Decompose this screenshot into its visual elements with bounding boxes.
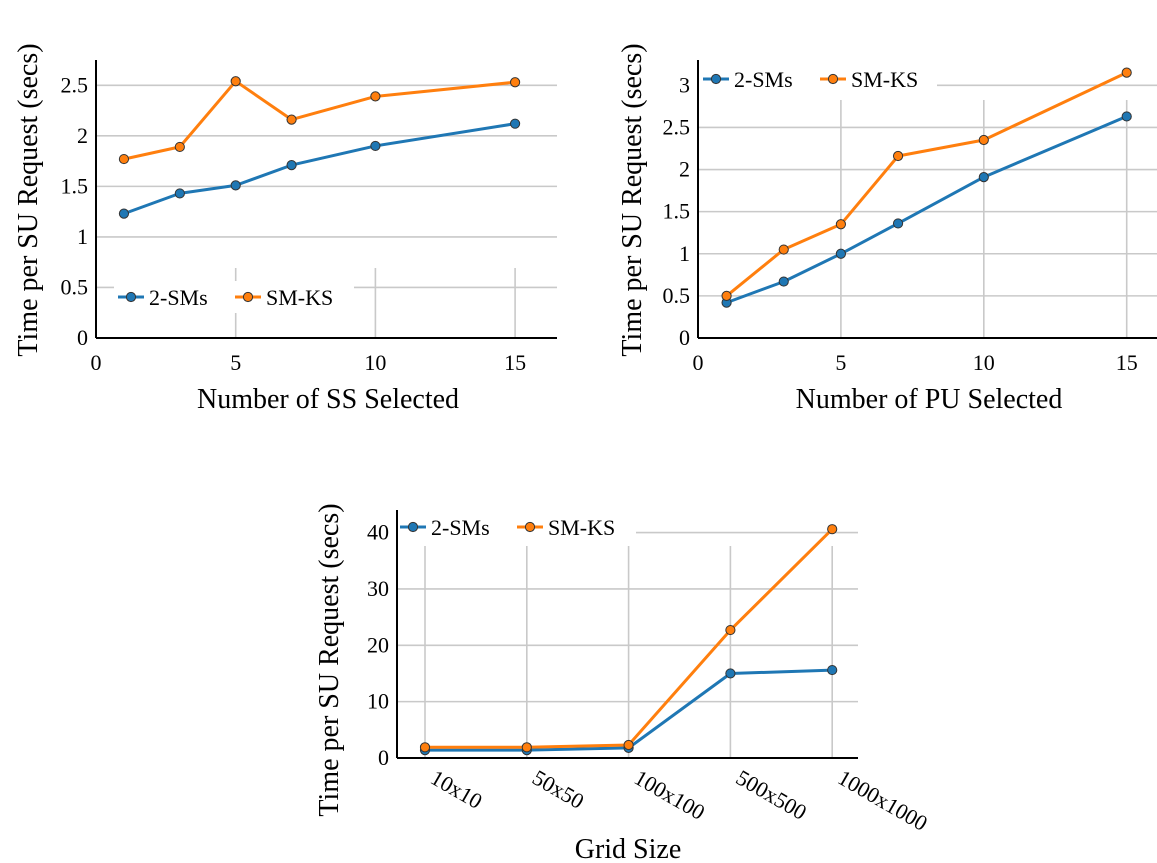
data-point-sm-ks <box>721 290 732 301</box>
x-tick-label: 50x50 <box>528 765 588 814</box>
y-tick-label: 30 <box>367 576 389 601</box>
chart-ss-selected: 0 0.5 1 1.5 2 2.5 0 5 10 15 2-SMs SM-KS Number of … <box>13 43 557 415</box>
chart-pu-selected: 0 0.5 1 1.5 2 2.5 3 0 5 10 15 2-SMs SM-KS Number of… <box>617 43 1157 415</box>
x-axis-label: Number of PU Selected <box>796 384 1063 415</box>
legend-background <box>396 511 636 543</box>
legend-label-2-sms: 2-SMs <box>149 285 208 310</box>
data-point-sm-ks <box>509 77 521 88</box>
data-point-2-sms <box>978 171 989 183</box>
legend-background <box>699 63 937 95</box>
data-point-2-sms <box>827 664 838 676</box>
y-tick-label: 2.5 <box>663 114 691 139</box>
y-tick-label: 10 <box>367 689 389 714</box>
x-tick-label: 10x10 <box>427 765 487 814</box>
data-point-2-sms <box>509 118 521 129</box>
y-tick-label: 0.5 <box>61 274 89 299</box>
x-tick-label: 0 <box>91 350 102 375</box>
y-tick-label: 1.5 <box>61 173 89 198</box>
data-point-sm-ks <box>521 742 532 753</box>
data-point-2-sms <box>230 180 241 191</box>
data-point-2-sms <box>725 668 736 679</box>
data-point-2-sms <box>370 140 381 152</box>
x-axis-label: Grid Size <box>575 834 682 863</box>
data-point-2-sms <box>174 188 185 199</box>
data-point-2-sms <box>892 218 904 229</box>
data-point-sm-ks <box>827 524 838 535</box>
data-point-sm-ks <box>230 76 241 87</box>
data-point-sm-ks <box>725 624 736 636</box>
y-tick-label: 3 <box>679 72 690 97</box>
x-tick-label: 10 <box>364 350 386 375</box>
y-tick-label: 1 <box>77 224 88 249</box>
legend-label-2-sms: 2-SMs <box>431 515 490 540</box>
series-line-sm-ks <box>725 71 1128 298</box>
legend-label-sm-ks: SM-KS <box>851 67 918 92</box>
y-tick-label: 2 <box>77 123 88 148</box>
x-tick-label: 100x100 <box>630 765 709 825</box>
x-tick-label: 0 <box>693 350 704 375</box>
x-axis-label: Number of SS Selected <box>197 384 459 415</box>
y-tick-label: 1.5 <box>663 199 691 224</box>
x-tick-label: 500x500 <box>732 765 811 825</box>
x-tick-label: 15 <box>504 350 526 375</box>
y-tick-label: 0 <box>77 325 88 350</box>
legend-marker-sm-ks <box>827 73 839 85</box>
data-point-sm-ks <box>286 114 297 125</box>
legend-label-2-sms: 2-SMs <box>734 67 793 92</box>
series-line-2-sms <box>123 122 516 216</box>
x-tick-label: 5 <box>230 350 241 375</box>
legend-marker-2-sms <box>407 521 419 533</box>
legend-marker-2-sms <box>125 291 137 303</box>
series-line-sm-ks <box>123 79 516 161</box>
legend-label-sm-ks: SM-KS <box>548 515 615 540</box>
data-point-2-sms <box>286 160 297 171</box>
y-axis-label: Time per SU Request (secs) <box>617 43 648 356</box>
y-tick-label: 2 <box>679 157 690 182</box>
data-point-sm-ks <box>1121 67 1132 78</box>
x-tick-label: 5 <box>835 350 846 375</box>
chart-grid-size: 0 10 20 30 40 10x10 50x50 100x100 500x500 1000x10… <box>314 503 932 863</box>
x-tick-label: 15 <box>1116 350 1138 375</box>
data-point-sm-ks <box>174 141 185 153</box>
legend-marker-sm-ks <box>524 521 536 533</box>
data-point-sm-ks <box>623 739 634 751</box>
data-point-sm-ks <box>118 153 130 165</box>
legend-marker-sm-ks <box>242 291 254 303</box>
data-point-2-sms <box>835 248 847 259</box>
y-tick-label: 0 <box>378 745 389 770</box>
y-tick-label: 20 <box>367 632 389 657</box>
data-point-2-sms <box>778 276 789 287</box>
y-tick-label: 40 <box>367 520 389 545</box>
data-point-2-sms <box>118 208 130 219</box>
series-line-2-sms <box>726 115 1128 305</box>
data-point-sm-ks <box>778 244 789 255</box>
data-point-2-sms <box>1121 111 1132 122</box>
data-point-sm-ks <box>892 150 904 162</box>
x-tick-label: 1000x1000 <box>834 765 932 836</box>
data-point-sm-ks <box>978 134 989 146</box>
y-tick-label: 0 <box>679 325 690 350</box>
y-axis-label: Time per SU Request (secs) <box>314 503 345 816</box>
y-tick-label: 1 <box>679 241 690 266</box>
legend-marker-2-sms <box>710 73 722 85</box>
y-tick-label: 0.5 <box>663 283 691 308</box>
y-axis-label: Time per SU Request (secs) <box>13 43 44 356</box>
legend-background <box>114 281 354 313</box>
x-tick-label: 10 <box>973 350 995 375</box>
data-point-sm-ks <box>419 742 431 753</box>
data-point-sm-ks <box>370 91 381 102</box>
data-point-sm-ks <box>835 219 847 230</box>
legend-label-sm-ks: SM-KS <box>266 285 333 310</box>
y-tick-label: 2.5 <box>61 72 89 97</box>
